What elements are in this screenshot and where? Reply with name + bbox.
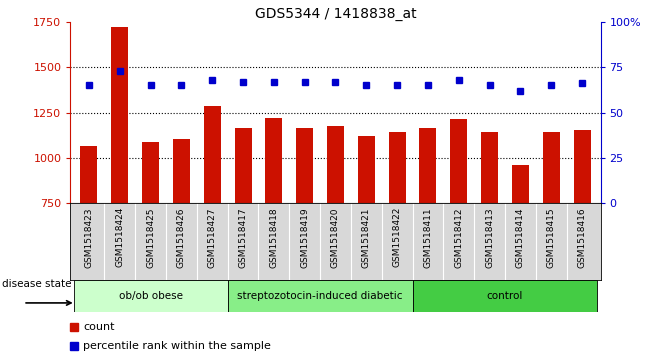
Bar — [512, 165, 529, 203]
Text: GSM1518427: GSM1518427 — [208, 207, 217, 268]
Text: disease state: disease state — [1, 279, 71, 289]
Text: GSM1518423: GSM1518423 — [85, 207, 93, 268]
Text: GSM1518411: GSM1518411 — [423, 207, 432, 268]
Bar — [481, 132, 498, 203]
Bar — [389, 132, 405, 203]
Text: GSM1518416: GSM1518416 — [578, 207, 586, 268]
Text: GSM1518414: GSM1518414 — [516, 207, 525, 268]
Text: GSM1518417: GSM1518417 — [239, 207, 248, 268]
Bar — [173, 139, 190, 203]
Text: GSM1518422: GSM1518422 — [393, 207, 402, 268]
Text: GSM1518426: GSM1518426 — [177, 207, 186, 268]
Bar — [419, 128, 436, 203]
Bar — [358, 136, 375, 203]
Bar — [204, 106, 221, 203]
Text: GSM1518421: GSM1518421 — [362, 207, 371, 268]
Text: GSM1518412: GSM1518412 — [454, 207, 463, 268]
Bar — [543, 132, 560, 203]
Bar — [327, 126, 344, 203]
Text: GSM1518425: GSM1518425 — [146, 207, 155, 268]
Text: streptozotocin-induced diabetic: streptozotocin-induced diabetic — [238, 291, 403, 301]
Text: GSM1518418: GSM1518418 — [269, 207, 278, 268]
Text: ob/ob obese: ob/ob obese — [119, 291, 183, 301]
Title: GDS5344 / 1418838_at: GDS5344 / 1418838_at — [255, 7, 416, 21]
Text: count: count — [83, 322, 115, 332]
Bar — [235, 128, 252, 203]
Text: percentile rank within the sample: percentile rank within the sample — [83, 341, 271, 351]
Bar — [142, 142, 159, 203]
Text: GSM1518419: GSM1518419 — [300, 207, 309, 268]
Bar — [574, 130, 590, 203]
Text: GSM1518420: GSM1518420 — [331, 207, 340, 268]
Bar — [266, 118, 282, 203]
FancyBboxPatch shape — [74, 280, 227, 312]
Text: GSM1518424: GSM1518424 — [115, 207, 124, 268]
Text: GSM1518413: GSM1518413 — [485, 207, 494, 268]
Bar — [450, 119, 467, 203]
Bar — [111, 27, 128, 203]
Text: GSM1518415: GSM1518415 — [547, 207, 556, 268]
Text: control: control — [487, 291, 523, 301]
FancyBboxPatch shape — [413, 280, 597, 312]
Bar — [296, 128, 313, 203]
Bar — [81, 146, 97, 203]
FancyBboxPatch shape — [227, 280, 413, 312]
